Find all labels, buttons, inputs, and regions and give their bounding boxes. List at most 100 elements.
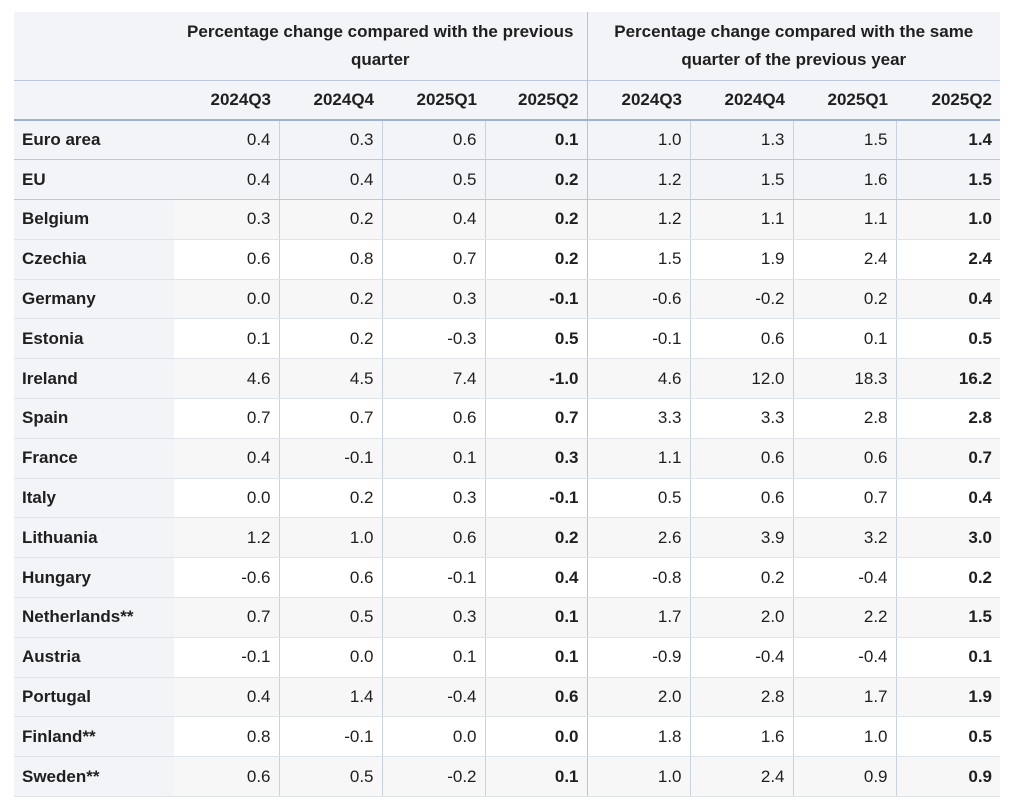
value-cell: -0.2: [382, 756, 486, 798]
table-row: Ireland 4.6 4.5 7.4 -1.0 4.6 12.0 18.3 16.2: [14, 358, 1001, 400]
value-cell: -0.4: [382, 677, 486, 718]
value-cell: 0.6: [382, 398, 486, 439]
value-cell: 4.6: [587, 358, 691, 400]
value-cell: 3.9: [690, 517, 794, 559]
value-cell: 0.3: [279, 120, 383, 161]
value-cell: 0.4: [174, 677, 280, 718]
group-header-same-quarter-previous-year: Percentage change compared with the same…: [587, 12, 1001, 81]
value-cell: 0.6: [279, 557, 383, 599]
value-cell: 1.8: [587, 716, 691, 758]
value-cell: 1.5: [896, 159, 1001, 201]
value-cell: 1.6: [793, 159, 897, 201]
value-cell: -0.6: [174, 557, 280, 599]
country-cell: Finland**: [14, 716, 174, 758]
country-cell: Euro area: [14, 120, 174, 161]
value-cell: 0.4: [279, 159, 383, 201]
value-cell: 1.2: [587, 199, 691, 240]
value-cell: 0.6: [382, 120, 486, 161]
country-cell: Hungary: [14, 557, 174, 599]
value-cell: -0.8: [587, 557, 691, 599]
value-cell: 0.4: [174, 438, 280, 479]
value-cell: 0.4: [485, 557, 588, 599]
value-cell: 2.0: [587, 677, 691, 718]
value-cell: 0.8: [174, 716, 280, 758]
value-cell: 0.0: [279, 637, 383, 678]
value-cell: 0.5: [279, 756, 383, 798]
value-cell: -0.1: [587, 318, 691, 360]
value-cell: 1.1: [793, 199, 897, 240]
value-cell: 1.5: [793, 120, 897, 161]
value-cell: 0.5: [382, 159, 486, 201]
value-cell: 3.3: [587, 398, 691, 439]
value-cell: 0.2: [279, 279, 383, 320]
table-row: Spain 0.7 0.7 0.6 0.7 3.3 3.3 2.8 2.8: [14, 398, 1001, 439]
value-cell: 0.5: [896, 318, 1001, 360]
value-cell: 0.2: [485, 159, 588, 201]
value-cell: 0.1: [174, 318, 280, 360]
country-cell: EU: [14, 159, 174, 201]
table-row: Lithuania 1.2 1.0 0.6 0.2 2.6 3.9 3.2 3.0: [14, 517, 1001, 559]
value-cell: 12.0: [690, 358, 794, 400]
column-header: 2025Q1: [793, 80, 896, 121]
value-cell: -1.0: [485, 358, 588, 400]
table-row: Belgium 0.3 0.2 0.4 0.2 1.2 1.1 1.1 1.0: [14, 199, 1001, 240]
group-header-row: Percentage change compared with the prev…: [14, 12, 1001, 81]
value-cell: -0.3: [382, 318, 486, 360]
value-cell: -0.1: [485, 279, 588, 320]
value-cell: 0.3: [174, 199, 280, 240]
value-cell: 1.1: [690, 199, 794, 240]
value-cell: -0.4: [690, 637, 794, 678]
value-cell: 2.4: [690, 756, 794, 798]
value-cell: 1.0: [587, 756, 691, 798]
value-cell: 0.1: [896, 637, 1001, 678]
column-header: 2025Q1: [382, 80, 485, 121]
value-cell: 1.7: [587, 597, 691, 638]
value-cell: 1.9: [690, 239, 794, 280]
value-cell: 2.4: [896, 239, 1001, 280]
value-cell: 2.8: [690, 677, 794, 718]
value-cell: 0.0: [382, 716, 486, 758]
table-row: Italy 0.0 0.2 0.3 -0.1 0.5 0.6 0.7 0.4: [14, 478, 1001, 519]
value-cell: 0.3: [382, 279, 486, 320]
value-cell: 0.3: [485, 438, 588, 479]
value-cell: 0.4: [174, 120, 280, 161]
table-row: Netherlands** 0.7 0.5 0.3 0.1 1.7 2.0 2.2 1.5: [14, 597, 1001, 638]
value-cell: 1.2: [587, 159, 691, 201]
value-cell: 4.5: [279, 358, 383, 400]
country-cell: Italy: [14, 478, 174, 519]
value-cell: 0.7: [896, 438, 1001, 479]
value-cell: 0.5: [279, 597, 383, 638]
group-header-previous-quarter: Percentage change compared with the prev…: [174, 12, 588, 81]
column-header: 2025Q2: [896, 80, 1001, 121]
value-cell: 0.3: [382, 597, 486, 638]
table-row: Finland** 0.8 -0.1 0.0 0.0 1.8 1.6 1.0 0.5: [14, 716, 1001, 758]
value-cell: 0.6: [382, 517, 486, 559]
value-cell: -0.1: [174, 637, 280, 678]
value-cell: 0.1: [485, 120, 588, 161]
value-cell: -0.1: [382, 557, 486, 599]
column-header: 2024Q4: [690, 80, 793, 121]
value-cell: 0.1: [485, 756, 588, 798]
column-header: 2024Q4: [279, 80, 382, 121]
column-header: 2025Q2: [485, 80, 588, 121]
country-cell: Belgium: [14, 199, 174, 240]
value-cell: 2.8: [896, 398, 1001, 439]
value-cell: 0.2: [690, 557, 794, 599]
value-cell: 0.9: [793, 756, 897, 798]
value-cell: 0.6: [793, 438, 897, 479]
table-row: France 0.4 -0.1 0.1 0.3 1.1 0.6 0.6 0.7: [14, 438, 1001, 479]
value-cell: 3.2: [793, 517, 897, 559]
value-cell: 1.2: [174, 517, 280, 559]
value-cell: 2.0: [690, 597, 794, 638]
value-cell: 0.3: [382, 478, 486, 519]
value-cell: 1.0: [279, 517, 383, 559]
value-cell: 0.6: [690, 438, 794, 479]
value-cell: 1.0: [793, 716, 897, 758]
value-cell: 2.6: [587, 517, 691, 559]
country-cell: Estonia: [14, 318, 174, 360]
value-cell: 0.0: [485, 716, 588, 758]
value-cell: 1.1: [587, 438, 691, 479]
country-cell: Lithuania: [14, 517, 174, 559]
column-header: 2024Q3: [174, 80, 279, 121]
value-cell: 1.3: [690, 120, 794, 161]
